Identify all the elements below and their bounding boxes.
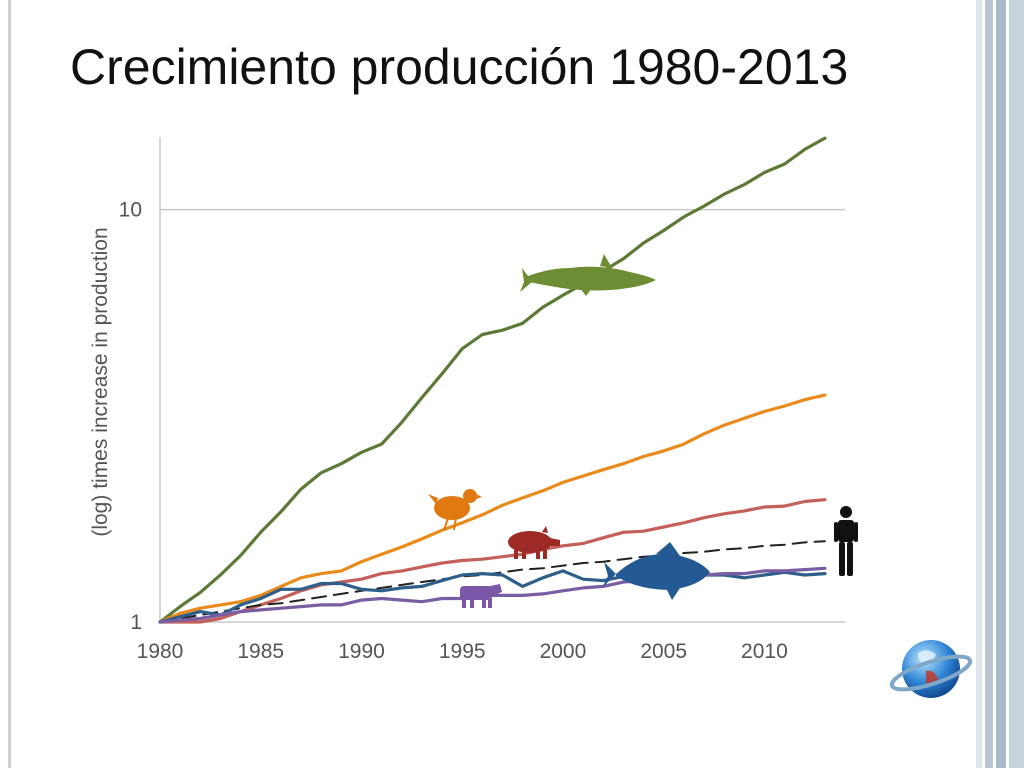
x-tick-label: 1980 — [137, 640, 184, 663]
series-line-chicken — [158, 393, 827, 624]
human-icon — [834, 506, 858, 576]
chicken-icon — [428, 489, 482, 531]
slide-left-rule — [8, 0, 11, 768]
x-tick-label: 1995 — [439, 640, 486, 663]
fish-icon — [520, 254, 656, 296]
cow-icon — [460, 584, 502, 608]
series-line-pig — [158, 498, 827, 624]
series-layer — [158, 136, 827, 624]
slide-right-border — [976, 0, 1024, 768]
big-fish-icon — [602, 542, 710, 600]
globe-logo-icon — [889, 640, 973, 698]
y-tick-label: 1 — [130, 611, 142, 634]
y-tick-label: 10 — [119, 199, 142, 222]
x-tick-label: 1990 — [338, 640, 385, 663]
slide-title: Crecimiento producción 1980-2013 — [70, 39, 849, 95]
y-axis-label: (log) times increase in production — [89, 227, 112, 536]
pig-icon — [508, 526, 560, 559]
x-tick-label: 2000 — [540, 640, 587, 663]
x-tick-label: 1985 — [237, 640, 284, 663]
x-tick-label: 2005 — [640, 640, 687, 663]
axis-layer: 1 10 1980 1985 1990 1995 2000 2005 2010 — [119, 137, 788, 663]
icon-layer — [428, 254, 858, 608]
grid-layer — [160, 208, 845, 623]
x-tick-label: 2010 — [741, 640, 788, 663]
series-line-fish — [158, 136, 827, 624]
